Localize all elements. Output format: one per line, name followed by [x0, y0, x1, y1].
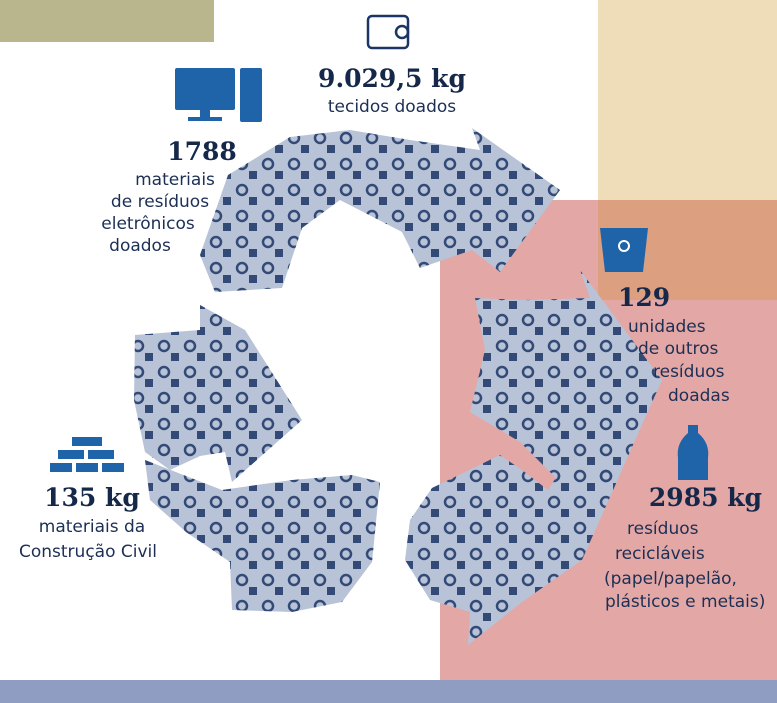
description: de resíduos	[111, 192, 209, 212]
description: Construção Civil	[19, 542, 157, 562]
description: unidades	[628, 317, 706, 337]
amount: 129	[618, 283, 670, 312]
description: recicláveis	[615, 544, 705, 564]
description: tecidos doados	[328, 97, 456, 117]
bin-icon	[600, 228, 648, 272]
amount: 2985 kg	[649, 483, 762, 512]
description: resíduos	[653, 362, 725, 382]
description: materiais da	[39, 517, 145, 537]
amount: 135 kg	[44, 483, 140, 512]
amount: 1788	[167, 137, 237, 166]
infographic: 9.029,5 kgtecidos doados1788materiaisde …	[0, 0, 777, 703]
description: doadas	[668, 386, 730, 406]
amount: 9.029,5 kg	[318, 64, 466, 93]
description: materiais	[135, 170, 215, 190]
description: plásticos e metais)	[605, 592, 765, 612]
description: (papel/papelão,	[604, 569, 737, 589]
description: resíduos	[627, 519, 699, 539]
bottom-bar	[0, 680, 777, 703]
description: doados	[109, 236, 171, 256]
tan-panel	[598, 0, 777, 200]
description: de outros	[638, 339, 719, 359]
olive-panel	[0, 0, 214, 42]
description: eletrônicos	[101, 214, 195, 234]
